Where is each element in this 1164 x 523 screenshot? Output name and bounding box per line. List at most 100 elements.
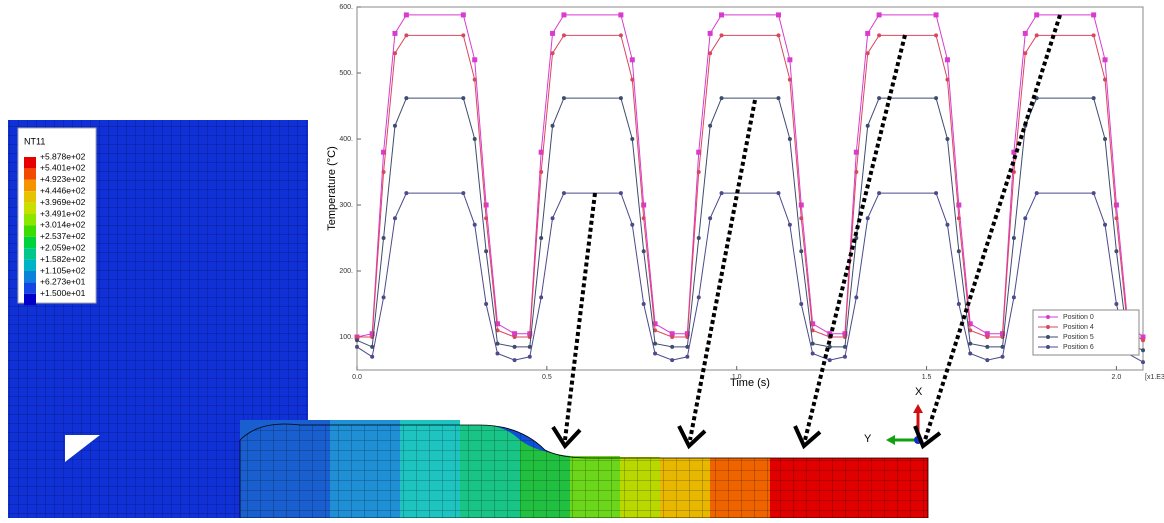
marker xyxy=(630,57,635,62)
x-tick-label: 0.5 xyxy=(542,374,552,381)
legend-label: +2.059e+02 xyxy=(40,242,86,252)
axis-x: X xyxy=(915,386,923,398)
marker xyxy=(720,33,724,37)
marker xyxy=(653,342,657,346)
y-tick-label: 100. xyxy=(339,334,353,341)
marker xyxy=(393,51,397,55)
marker xyxy=(473,137,477,141)
marker xyxy=(985,335,989,339)
x-axis-label: Time (s) xyxy=(730,377,770,389)
marker xyxy=(382,295,386,299)
marker xyxy=(473,78,477,82)
marker xyxy=(776,33,780,37)
marker xyxy=(551,124,555,128)
marker xyxy=(670,358,674,362)
marker xyxy=(697,295,701,299)
legend-swatch xyxy=(24,260,36,271)
marker xyxy=(562,96,566,100)
marker xyxy=(877,12,882,17)
marker xyxy=(1034,12,1039,17)
marker xyxy=(404,191,408,195)
triad: X Y xyxy=(864,386,923,445)
marker xyxy=(854,170,858,174)
marker xyxy=(799,302,803,306)
marker xyxy=(562,33,566,37)
marker xyxy=(551,51,555,55)
legend-title: NT11 xyxy=(24,136,45,146)
marker xyxy=(461,12,466,17)
marker xyxy=(776,96,780,100)
marker xyxy=(561,12,566,17)
marker xyxy=(461,33,465,37)
legend-swatch xyxy=(24,180,36,191)
legend-label: +2.537e+02 xyxy=(40,231,86,241)
marker xyxy=(619,33,623,37)
marker xyxy=(799,203,804,208)
marker xyxy=(484,203,489,208)
marker xyxy=(472,57,477,62)
marker xyxy=(1035,191,1039,195)
marker xyxy=(495,352,499,356)
legend-label: +6.273e+01 xyxy=(40,277,86,287)
marker xyxy=(1092,96,1096,100)
legend-label: +3.014e+02 xyxy=(40,220,86,230)
marker xyxy=(934,12,939,17)
marker xyxy=(787,57,792,62)
marker xyxy=(968,342,972,346)
marker xyxy=(461,191,465,195)
marker xyxy=(1103,78,1107,82)
legend-swatch xyxy=(24,248,36,259)
marker xyxy=(697,236,701,240)
marker xyxy=(355,338,359,342)
marker xyxy=(877,191,881,195)
chart: 100.200.300.400.500.600.0.00.51.01.52.0T… xyxy=(326,4,1164,389)
marker xyxy=(484,249,488,253)
marker xyxy=(1035,33,1039,37)
marker xyxy=(1103,137,1107,141)
marker xyxy=(934,33,938,37)
marker xyxy=(788,78,792,82)
marker xyxy=(708,31,713,36)
y-tick-label: 600. xyxy=(339,4,353,11)
marker xyxy=(968,352,972,356)
marker xyxy=(1023,31,1028,36)
marker xyxy=(866,51,870,55)
marker xyxy=(776,191,780,195)
marker xyxy=(551,216,555,220)
marker xyxy=(828,358,832,362)
marker xyxy=(404,96,408,100)
marker xyxy=(1114,249,1118,253)
legend-label: Position 4 xyxy=(1063,324,1094,331)
page: NT11 +5.878e+02+5.401e+02+4.923e+02+4.44… xyxy=(0,0,1164,518)
marker xyxy=(1114,216,1118,220)
marker xyxy=(811,352,815,356)
legend-marker xyxy=(1046,345,1050,349)
marker xyxy=(495,342,499,346)
marker xyxy=(528,355,532,359)
marker xyxy=(945,137,949,141)
marker xyxy=(513,358,517,362)
legend-swatch xyxy=(24,237,36,248)
marker xyxy=(957,249,961,253)
marker xyxy=(985,358,989,362)
marker xyxy=(1141,338,1145,342)
marker xyxy=(1092,191,1096,195)
marker xyxy=(799,249,803,253)
marker xyxy=(550,31,555,36)
marker xyxy=(484,302,488,306)
x-tick-label: 1.5 xyxy=(922,374,932,381)
marker xyxy=(539,170,543,174)
marker xyxy=(1092,33,1096,37)
marker xyxy=(799,216,803,220)
marker xyxy=(788,137,792,141)
x-tick-label: 0.0 xyxy=(352,374,362,381)
marker xyxy=(484,216,488,220)
marker xyxy=(1103,223,1107,227)
axis-y: Y xyxy=(864,433,872,445)
marker xyxy=(934,96,938,100)
marker xyxy=(945,78,949,82)
marker xyxy=(670,335,674,339)
marker xyxy=(370,355,374,359)
marker xyxy=(854,295,858,299)
marker xyxy=(393,124,397,128)
